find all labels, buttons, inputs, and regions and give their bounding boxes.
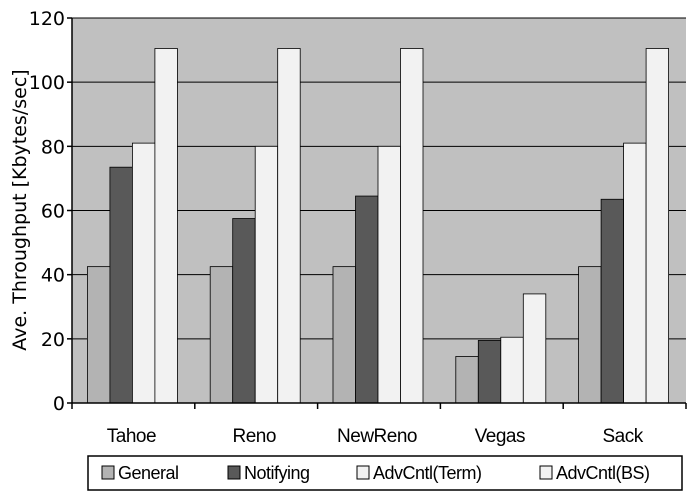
bar-general-newreno: [332, 266, 356, 404]
y-tick-labels: 0 20 40 60 80 100 120: [29, 8, 72, 415]
y-tick-label: 20: [41, 329, 65, 351]
y-tick-label: 0: [53, 393, 65, 415]
bar-advcntl-bs--newreno: [400, 48, 424, 404]
x-tick-marks: [71, 403, 687, 409]
bar-notifying-sack: [600, 198, 624, 404]
bar-general-sack: [578, 266, 602, 404]
legend-label: AdvCntl(Term): [373, 463, 482, 483]
category-label: Reno: [232, 426, 275, 447]
bar-notifying-tahoe: [109, 166, 133, 404]
legend-swatch: [539, 465, 553, 480]
category-labels: Tahoe Reno NewReno Vegas Sack: [107, 426, 644, 447]
bar-notifying-reno: [232, 218, 256, 404]
bar-advcntl-bs--sack: [645, 48, 669, 404]
legend-box: [87, 455, 683, 491]
bar-advcntl-bs--vegas: [522, 293, 547, 404]
bar-notifying-vegas: [477, 340, 502, 404]
bar-advcntl-bs--reno: [277, 48, 301, 404]
bar-general-tahoe: [87, 266, 111, 404]
category-label: Sack: [602, 426, 643, 447]
y-tick-label: 60: [41, 201, 65, 223]
y-tick-label: 40: [41, 265, 65, 287]
legend-label: AdvCntl(BS): [556, 463, 650, 483]
bar-advcntl-term--sack: [623, 142, 647, 404]
y-tick-label: 80: [41, 136, 65, 158]
bar-notifying-newreno: [355, 195, 379, 404]
legend-swatch: [356, 465, 370, 480]
legend-label: General: [118, 463, 179, 483]
y-tick-label: 100: [29, 72, 65, 94]
category-label: Vegas: [475, 426, 525, 447]
legend-swatch: [227, 465, 241, 480]
legend-label: Notifying: [244, 463, 310, 483]
legend: General Notifying AdvCntl(Term) AdvCntl(BS): [87, 455, 683, 491]
bar-advcntl-term--vegas: [500, 336, 524, 404]
bar-general-reno: [209, 266, 234, 404]
bar-general-vegas: [455, 356, 479, 404]
bars: [87, 48, 669, 404]
bar-advcntl-term--reno: [254, 145, 279, 404]
y-tick-label: 120: [29, 8, 65, 30]
bar-advcntl-term--tahoe: [131, 142, 156, 404]
y-axis-label: Ave. Throughput [Kbytes/sec]: [9, 69, 31, 350]
category-label: NewReno: [337, 426, 417, 447]
bar-advcntl-bs--tahoe: [154, 48, 178, 404]
bar-advcntl-term--newreno: [377, 145, 401, 404]
category-label: Tahoe: [107, 426, 156, 447]
legend-swatch: [101, 465, 115, 480]
